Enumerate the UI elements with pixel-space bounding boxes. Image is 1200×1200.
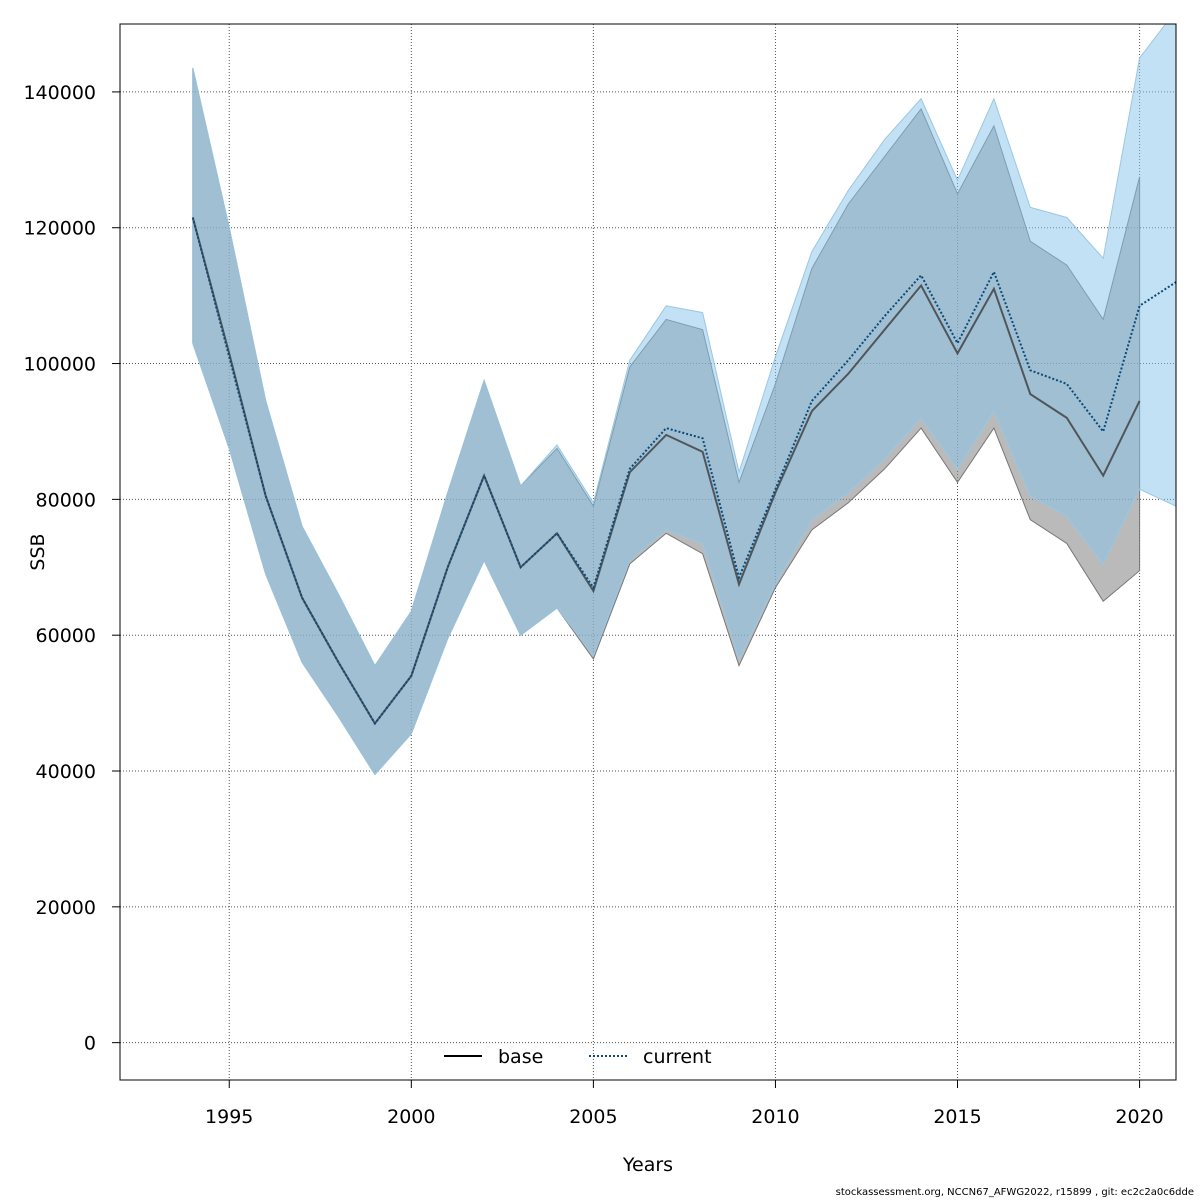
y-tick-label: 140000 (23, 82, 96, 104)
y-tick-label: 40000 (36, 761, 96, 783)
x-tick-label: 2015 (933, 1106, 981, 1128)
plot-frame (119, 23, 1177, 1081)
x-tick-label: 2000 (387, 1106, 435, 1128)
y-axis-title: SSB (27, 533, 49, 570)
y-tick-label: 120000 (23, 218, 96, 240)
line-current (191, 217, 1176, 726)
y-axis: 0 20000 40000 60000 80000 100000 120000 140000 (23, 82, 120, 1055)
x-tick-label: 2005 (569, 1106, 617, 1128)
x-axis: 1995 2000 2005 2010 2015 2020 (205, 1080, 1164, 1128)
x-tick-label: 2010 (751, 1106, 799, 1128)
y-tick-label: 100000 (23, 354, 96, 376)
legend: base current (444, 1046, 712, 1068)
legend-label-base: base (498, 1046, 543, 1068)
x-axis-title: Years (622, 1154, 673, 1176)
y-tick-label: 60000 (36, 625, 96, 647)
series-lines (191, 217, 1176, 726)
legend-label-current: current (643, 1046, 712, 1068)
y-tick-label: 0 (84, 1033, 96, 1055)
footer-note: stockassessment.org, NCCN67_AFWG2022, r1… (835, 1187, 1194, 1198)
confidence-bands (192, 24, 1176, 776)
x-tick-label: 2020 (1115, 1106, 1163, 1128)
y-tick-label: 20000 (36, 897, 96, 919)
band-current (192, 24, 1176, 776)
y-tick-label: 80000 (36, 489, 96, 511)
x-tick-label: 1995 (205, 1106, 253, 1128)
